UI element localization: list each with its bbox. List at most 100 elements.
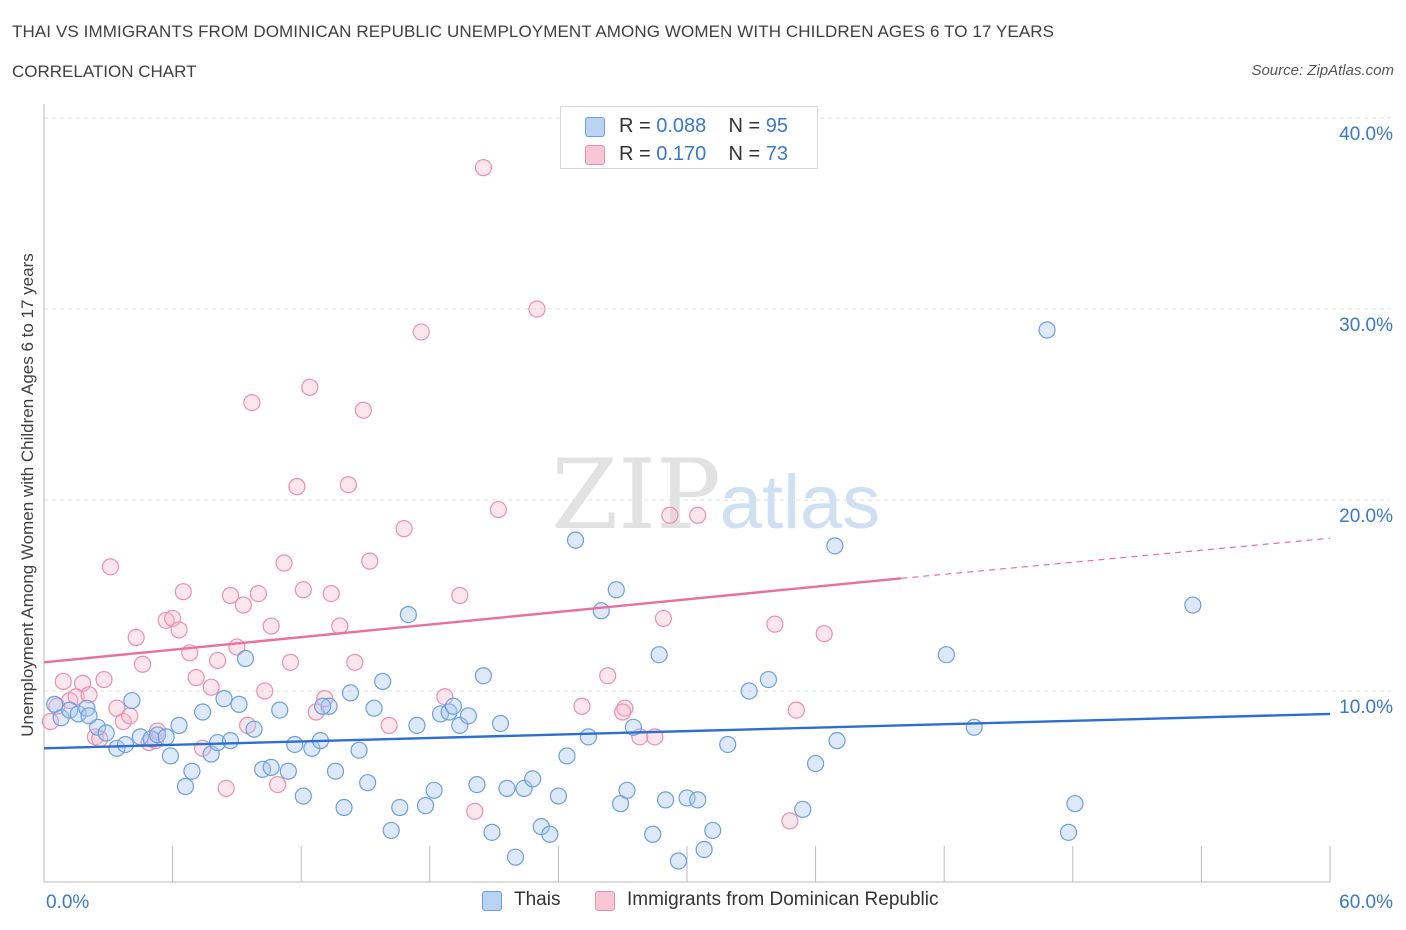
thais-point (444, 697, 462, 715)
thais-point (759, 670, 778, 689)
thais-point (719, 735, 737, 754)
legend-thais-label: Thais (514, 889, 561, 910)
thais-point (669, 852, 688, 870)
thais-point (937, 646, 955, 664)
thais-point (170, 716, 188, 734)
dominican-point (654, 609, 673, 628)
dominican-point (243, 393, 261, 412)
thais-point (262, 758, 280, 777)
thais-point (391, 798, 409, 817)
thais-point (828, 732, 846, 750)
thais-point (236, 649, 255, 668)
y-tick-label: 10.0% (1339, 697, 1393, 718)
thais-point (558, 747, 576, 765)
y-tick-labels: 10.0% 20.0% 30.0% 40.0% (1339, 124, 1393, 718)
legend-dominican-label: Immigrants from Dominican Republic (627, 889, 939, 910)
thais-point (468, 775, 486, 794)
legend-dominican-swatch (595, 891, 615, 911)
chart-title: THAI VS IMMIGRANTS FROM DOMINICAN REPUBL… (12, 22, 1055, 41)
dominican-point (121, 707, 139, 725)
dominican-point (217, 779, 235, 798)
x-tick-label-max: 60.0% (1339, 892, 1393, 913)
thais-point (474, 667, 492, 685)
dominican-point (689, 506, 707, 524)
thais-point (194, 703, 212, 721)
thais-point (374, 672, 392, 691)
thais-point (215, 690, 233, 708)
watermark: ZIP atlas (551, 439, 880, 551)
thais-point (399, 605, 417, 624)
thais-n-label: N = (728, 115, 761, 137)
y-tick-label: 40.0% (1339, 124, 1393, 145)
watermark-zip: ZIP (551, 439, 720, 551)
dominican-point (294, 581, 312, 599)
thais-r-value: 0.088 (656, 115, 707, 137)
dominican-point (528, 300, 546, 318)
dominican-point (157, 611, 175, 629)
thais-point (498, 779, 516, 798)
chart-subtitle: CORRELATION CHART (12, 62, 197, 81)
dominican-point (262, 617, 280, 635)
dominican-point (114, 712, 132, 731)
thais-point (365, 699, 383, 717)
dominican-point (451, 586, 469, 605)
thais-point (382, 821, 400, 840)
thais-point (678, 789, 696, 807)
thais-point (294, 787, 312, 805)
thais-point (341, 684, 360, 702)
dominican-point (573, 697, 591, 715)
thais-point (350, 741, 368, 759)
dominican-point (766, 615, 784, 633)
dominican-point (234, 596, 252, 614)
dominican-point (170, 621, 188, 639)
thais-point (549, 787, 568, 805)
y-tick-label: 30.0% (1339, 315, 1393, 336)
thais-trend-line (43, 712, 1331, 750)
thais-point (183, 762, 201, 780)
thais-point (335, 798, 353, 817)
thais-point (61, 701, 79, 719)
dominican-point (249, 584, 267, 603)
thais-point (176, 777, 195, 796)
dominican-point (41, 712, 60, 731)
y-tick-label: 20.0% (1339, 506, 1393, 527)
dominican-point (322, 584, 340, 603)
thais-point (740, 682, 758, 700)
thais-point (566, 531, 585, 549)
thais-r-label: R = (619, 115, 651, 137)
axes (43, 104, 1331, 883)
dominican-point (474, 159, 492, 177)
thais-point (1066, 795, 1084, 813)
dominican-point (288, 478, 306, 496)
thais-point (157, 728, 175, 746)
thais-point (607, 581, 625, 599)
thais-point (326, 762, 345, 780)
series-dominican-points (41, 159, 833, 830)
thais-point (69, 705, 87, 723)
thais-point (459, 707, 477, 725)
thais-point (541, 825, 559, 843)
dominican-point (187, 669, 205, 687)
thais-point (965, 718, 983, 736)
thais-point (579, 728, 598, 746)
thais-point (271, 701, 289, 719)
dominican-point (80, 686, 98, 704)
stats-legend-box: R = 0.088 N = 95 R = 0.170 N = 73 (560, 106, 818, 169)
trend-lines (43, 537, 1331, 750)
thais-point (689, 791, 707, 809)
thais-point (704, 821, 722, 840)
thais-point (491, 714, 510, 733)
thais-point (483, 823, 501, 841)
dominican-point (133, 655, 152, 673)
thais-swatch (585, 117, 605, 137)
dominican-r-label: R = (619, 143, 651, 165)
thais-point (230, 695, 248, 713)
dominican-point (301, 378, 319, 396)
x-tick-label-min: 0.0% (46, 892, 89, 913)
thais-point (416, 796, 435, 815)
dominican-trend-line (43, 577, 902, 664)
dominican-point (202, 678, 220, 696)
dominican-point (815, 625, 833, 643)
dominican-point (269, 775, 287, 794)
watermark-atlas: atlas (720, 460, 881, 545)
